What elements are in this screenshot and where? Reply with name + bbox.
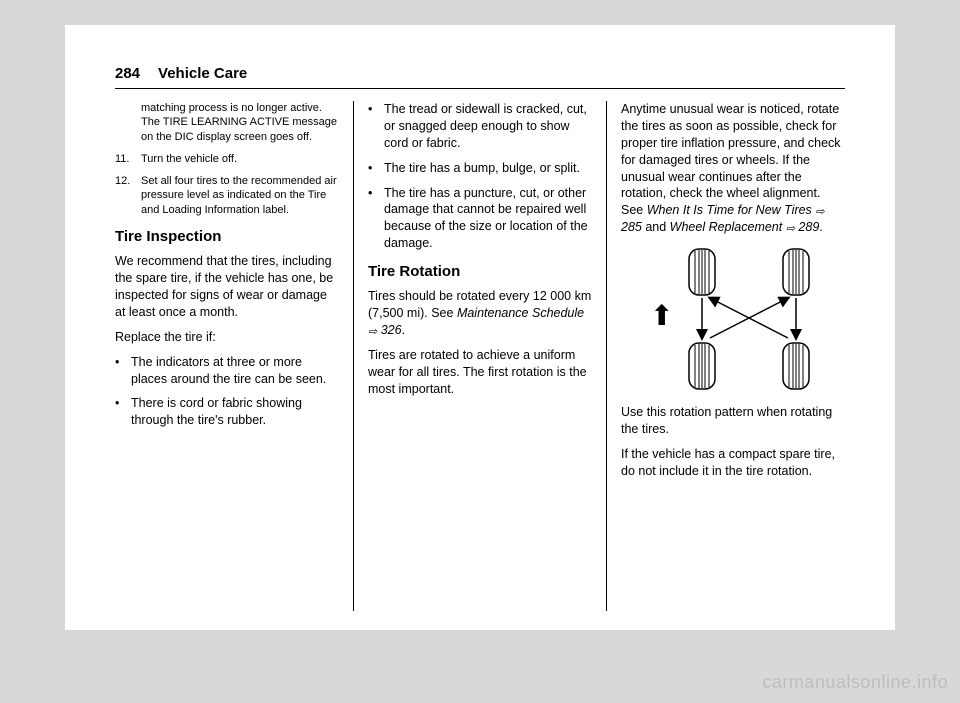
step-text: Turn the vehicle off. bbox=[141, 152, 237, 166]
step-11: 11. Turn the vehicle off. bbox=[115, 152, 339, 166]
tire-rotation-diagram: ⬆ bbox=[648, 244, 818, 394]
forward-arrow-icon: ⬆ bbox=[650, 302, 673, 330]
bullet-item: • The indicators at three or more places… bbox=[115, 354, 339, 388]
bullet-text: The tire has a bump, bulge, or split. bbox=[384, 160, 580, 177]
text: . bbox=[819, 220, 822, 234]
link-icon: ⇨ bbox=[368, 325, 377, 340]
bullet-icon: • bbox=[368, 185, 384, 253]
bullet-item: • The tread or sidewall is cracked, cut,… bbox=[368, 101, 592, 152]
link-icon: ⇨ bbox=[815, 205, 824, 220]
bullet-icon: • bbox=[115, 395, 131, 429]
paragraph: We recommend that the tires, including t… bbox=[115, 253, 339, 321]
reference-page: ⇨ 289 bbox=[782, 220, 819, 234]
step-number: 12. bbox=[115, 174, 141, 217]
page-number: 284 bbox=[115, 65, 140, 82]
heading-tire-rotation: Tire Rotation bbox=[368, 262, 592, 282]
text: and bbox=[642, 220, 670, 234]
content-columns: matching process is no longer active. Th… bbox=[115, 101, 845, 611]
reference-page: ⇨ 326 bbox=[368, 323, 402, 337]
bullet-text: The indicators at three or more places a… bbox=[131, 354, 339, 388]
text: . bbox=[402, 323, 405, 337]
paragraph: Tires are rotated to achieve a uniform w… bbox=[368, 347, 592, 398]
bullet-icon: • bbox=[368, 160, 384, 177]
manual-page: 284 Vehicle Care matching process is no … bbox=[65, 25, 895, 630]
continued-text: matching process is no longer active. Th… bbox=[115, 101, 339, 144]
bullet-text: The tread or sidewall is cracked, cut, o… bbox=[384, 101, 592, 152]
column-1: matching process is no longer active. Th… bbox=[115, 101, 354, 611]
bullet-icon: • bbox=[115, 354, 131, 388]
bullet-item: • The tire has a puncture, cut, or other… bbox=[368, 185, 592, 253]
heading-tire-inspection: Tire Inspection bbox=[115, 227, 339, 247]
link-icon: ⇨ bbox=[786, 222, 795, 237]
paragraph: Use this rotation pattern when rotating … bbox=[621, 404, 845, 438]
reference-title: Wheel Replacement bbox=[670, 220, 783, 234]
bullet-item: • There is cord or fabric showing throug… bbox=[115, 395, 339, 429]
paragraph: If the vehicle has a compact spare tire,… bbox=[621, 446, 845, 480]
bullet-text: There is cord or fabric showing through … bbox=[131, 395, 339, 429]
reference-title: When It Is Time for New Tires bbox=[647, 203, 812, 217]
paragraph: Replace the tire if: bbox=[115, 329, 339, 346]
watermark: carmanualsonline.info bbox=[762, 672, 948, 693]
step-text: Set all four tires to the recommended ai… bbox=[141, 174, 339, 217]
page-header: 284 Vehicle Care bbox=[115, 65, 845, 89]
rotation-arrows bbox=[688, 248, 810, 390]
bullet-item: • The tire has a bump, bulge, or split. bbox=[368, 160, 592, 177]
text: Anytime unusual wear is noticed, rotate … bbox=[621, 102, 841, 217]
step-12: 12. Set all four tires to the recommende… bbox=[115, 174, 339, 217]
reference-title: Maintenance Schedule bbox=[457, 306, 584, 320]
paragraph: Anytime unusual wear is noticed, rotate … bbox=[621, 101, 845, 236]
bullet-text: The tire has a puncture, cut, or other d… bbox=[384, 185, 592, 253]
column-3: Anytime unusual wear is noticed, rotate … bbox=[607, 101, 845, 611]
section-title: Vehicle Care bbox=[158, 65, 247, 82]
step-number: 11. bbox=[115, 152, 141, 166]
column-2: • The tread or sidewall is cracked, cut,… bbox=[354, 101, 607, 611]
paragraph: Tires should be rotated every 12 000 km … bbox=[368, 288, 592, 339]
bullet-icon: • bbox=[368, 101, 384, 152]
